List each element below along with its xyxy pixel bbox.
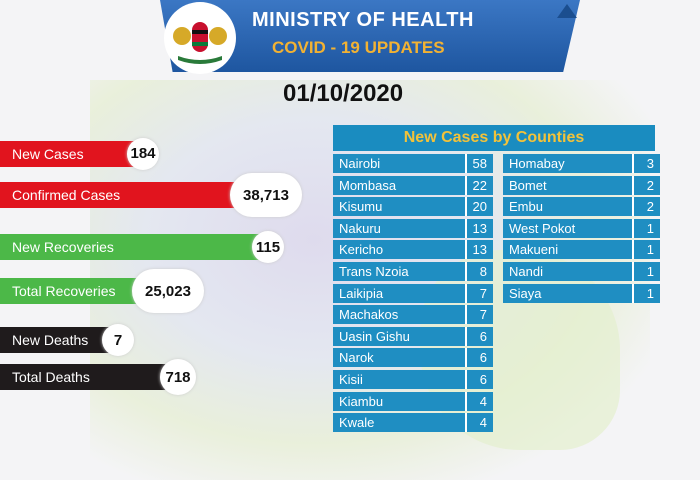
- county-row: Kisii 6: [333, 370, 493, 389]
- county-row: Homabay 3: [503, 154, 660, 173]
- county-row: Trans Nzoia 8: [333, 262, 493, 281]
- county-name: Kwale: [339, 415, 375, 431]
- county-row: Mombasa 22: [333, 175, 493, 195]
- county-cases: 4: [465, 413, 493, 433]
- county-cases: 2: [632, 175, 660, 195]
- county-cases: 20: [465, 197, 493, 217]
- county-cases: 13: [465, 218, 493, 238]
- county-name: Kericho: [339, 242, 384, 258]
- county-name: Trans Nzoia: [339, 264, 409, 279]
- county-row: Kwale 4: [333, 413, 493, 433]
- page-subtitle: COVID - 19 UPDATES: [272, 38, 445, 57]
- county-name: Embu: [509, 199, 543, 215]
- county-row: Makueni 1: [503, 240, 660, 260]
- county-name: Bomet: [509, 177, 547, 193]
- county-name: Uasin Gishu: [339, 328, 410, 344]
- county-name: Kiambu: [339, 393, 384, 409]
- county-row: Kisumu 20: [333, 197, 493, 217]
- county-row: West Pokot 1: [503, 218, 660, 238]
- county-name: West Pokot: [509, 220, 576, 236]
- county-row: Kiambu 4: [333, 391, 493, 411]
- county-name: Kisii: [339, 372, 363, 387]
- counties-table-title: New Cases by Counties: [333, 125, 655, 151]
- county-row: Nairobi 58: [333, 154, 493, 173]
- coat-of-arms-logo: [164, 2, 236, 74]
- total-recoveries-value: 25,023: [132, 269, 204, 313]
- county-cases: 8: [465, 262, 493, 281]
- county-row: Siaya 1: [503, 283, 660, 303]
- county-cases: 6: [465, 326, 493, 346]
- county-cases: 13: [465, 240, 493, 260]
- county-row: Embu 2: [503, 197, 660, 217]
- county-cases: 1: [632, 218, 660, 238]
- new-recoveries-value: 115: [252, 231, 284, 263]
- county-cases: 1: [632, 240, 660, 260]
- county-cases: 3: [632, 154, 660, 173]
- county-name: Nandi: [509, 264, 543, 279]
- county-name: Siaya: [509, 285, 542, 301]
- county-cases: 2: [632, 197, 660, 217]
- county-name: Nakuru: [339, 220, 381, 236]
- new-deaths-value: 7: [102, 324, 134, 356]
- county-name: Mombasa: [339, 177, 397, 193]
- new-deaths-label: New Deaths: [0, 327, 110, 353]
- county-name: Kisumu: [339, 199, 383, 215]
- county-name: Makueni: [509, 242, 559, 258]
- county-row: Kericho 13: [333, 240, 493, 260]
- county-row: Laikipia 7: [333, 283, 493, 303]
- county-row: Uasin Gishu 6: [333, 326, 493, 346]
- confirmed-cases-label: Confirmed Cases: [0, 182, 238, 208]
- county-cases: 7: [465, 283, 493, 303]
- county-name: Narok: [339, 350, 374, 366]
- county-row: Nandi 1: [503, 262, 660, 281]
- new-recoveries-label: New Recoveries: [0, 234, 260, 260]
- total-recoveries-label: Total Recoveries: [0, 278, 140, 304]
- county-row: Nakuru 13: [333, 218, 493, 238]
- county-name: Machakos: [339, 307, 399, 323]
- county-row: Bomet 2: [503, 175, 660, 195]
- county-name: Nairobi: [339, 156, 381, 171]
- county-cases: 4: [465, 391, 493, 411]
- county-name: Laikipia: [339, 285, 384, 301]
- county-name: Homabay: [509, 156, 565, 171]
- county-cases: 1: [632, 262, 660, 281]
- county-row: Narok 6: [333, 348, 493, 368]
- county-cases: 22: [465, 175, 493, 195]
- new-cases-label: New Cases: [0, 140, 135, 167]
- county-cases: 58: [465, 154, 493, 173]
- confirmed-cases-value: 38,713: [230, 173, 302, 217]
- county-cases: 7: [465, 305, 493, 325]
- county-cases: 6: [465, 348, 493, 368]
- total-deaths-label: Total Deaths: [0, 364, 168, 390]
- page-title: MINISTRY OF HEALTH: [252, 9, 474, 31]
- county-cases: 1: [632, 283, 660, 303]
- new-cases-value: 184: [127, 137, 159, 170]
- total-deaths-value: 718: [160, 359, 196, 395]
- report-date: 01/10/2020: [283, 80, 404, 107]
- county-cases: 6: [465, 370, 493, 389]
- county-row: Machakos 7: [333, 305, 493, 325]
